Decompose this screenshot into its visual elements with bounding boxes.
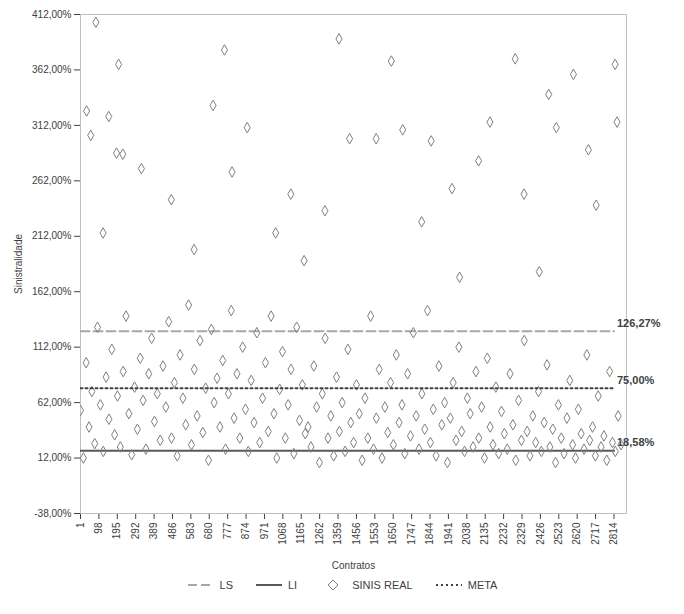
svg-text:777: 777 [222, 522, 233, 539]
svg-text:2135: 2135 [479, 522, 490, 545]
svg-text:1456: 1456 [351, 522, 362, 545]
svg-text:2814: 2814 [608, 522, 619, 545]
svg-text:1747: 1747 [406, 522, 417, 545]
svg-text:Contratos: Contratos [332, 560, 375, 571]
svg-text:62,00%: 62,00% [38, 397, 72, 408]
svg-text:126,27%: 126,27% [617, 317, 661, 329]
svg-text:112,00%: 112,00% [33, 341, 72, 352]
html-text:META: META [467, 579, 498, 591]
svg-text:1: 1 [75, 522, 86, 528]
svg-text:75,00%: 75,00% [617, 374, 655, 386]
svg-text:486: 486 [167, 522, 178, 539]
html-text:LS: LS [219, 579, 233, 591]
svg-text:874: 874 [240, 522, 251, 539]
svg-text:2717: 2717 [590, 522, 601, 545]
svg-text:680: 680 [203, 522, 214, 539]
svg-text:162,00%: 162,00% [32, 286, 72, 297]
svg-text:1941: 1941 [443, 522, 454, 545]
svg-text:-38,00%: -38,00% [34, 508, 71, 519]
svg-text:1650: 1650 [387, 522, 398, 545]
svg-text:1359: 1359 [332, 522, 343, 545]
svg-text:312,00%: 312,00% [32, 120, 72, 131]
svg-text:583: 583 [185, 522, 196, 539]
html-text:SINIS REAL: SINIS REAL [352, 579, 413, 591]
svg-text:18,58%: 18,58% [617, 436, 655, 449]
svg-text:1262: 1262 [314, 522, 325, 545]
svg-text:98: 98 [93, 522, 104, 534]
svg-text:1844: 1844 [424, 522, 435, 545]
html-text:LI: LI [288, 579, 298, 591]
svg-text:Sinistralidade: Sinistralidade [13, 234, 24, 294]
svg-text:2523: 2523 [553, 522, 564, 545]
svg-text:12,00%: 12,00% [38, 452, 72, 463]
svg-text:412,00%: 412,00% [32, 9, 72, 20]
svg-text:1068: 1068 [277, 522, 288, 545]
svg-text:195: 195 [111, 522, 122, 539]
svg-text:292: 292 [130, 522, 141, 539]
svg-text:212,00%: 212,00% [32, 230, 72, 241]
svg-text:1165: 1165 [295, 522, 306, 544]
svg-text:2232: 2232 [498, 522, 509, 545]
svg-text:971: 971 [259, 522, 270, 539]
svg-text:2426: 2426 [535, 522, 546, 545]
svg-text:2038: 2038 [461, 522, 472, 545]
svg-text:2620: 2620 [571, 522, 582, 545]
svg-text:2329: 2329 [516, 522, 527, 545]
svg-text:389: 389 [148, 522, 159, 539]
svg-text:362,00%: 362,00% [32, 64, 72, 75]
svg-text:1553: 1553 [369, 522, 380, 545]
svg-text:262,00%: 262,00% [32, 175, 72, 186]
